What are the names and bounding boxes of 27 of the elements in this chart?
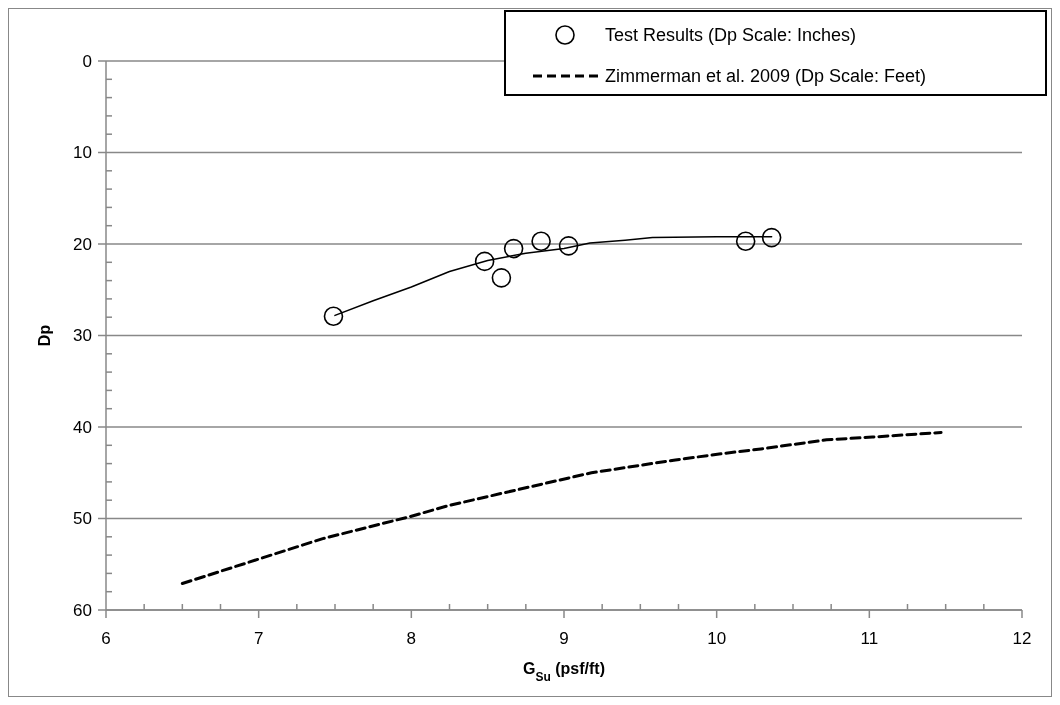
point: [474, 251, 495, 272]
line-series: [180, 430, 943, 585]
point: [531, 231, 551, 252]
point: [491, 268, 512, 288]
x-tick-label: 6: [101, 629, 111, 648]
point: [558, 236, 579, 256]
x-tick-label: 8: [406, 629, 417, 648]
legend-label: Test Results (Dp Scale: Inches): [605, 25, 857, 46]
x-axis-title: G$_{Su}$ (psf/ft): [523, 660, 605, 684]
x-tick-label: 10: [707, 629, 727, 648]
x-tick-label: 11: [860, 629, 879, 648]
y-tick-label: 40: [73, 417, 92, 437]
point: [735, 231, 756, 252]
legend-label: Zimmerman et al. 2009 (Dp Scale: Feet): [605, 66, 927, 87]
point: [323, 306, 344, 327]
y-axis-title: Dp: [36, 324, 53, 347]
x-tick-label: 9: [559, 629, 569, 648]
point: [761, 227, 782, 248]
y-tick-label: 10: [73, 143, 92, 163]
y-tick-label: 20: [73, 234, 92, 254]
x-tick-label: 12: [1012, 629, 1032, 648]
y-tick-label: 0: [82, 51, 92, 71]
x-tick-label: 7: [253, 629, 264, 648]
point: [503, 238, 524, 259]
y-tick-label: 30: [73, 326, 92, 346]
y-tick-label: 50: [73, 509, 92, 529]
y-tick-label: 60: [73, 600, 92, 620]
